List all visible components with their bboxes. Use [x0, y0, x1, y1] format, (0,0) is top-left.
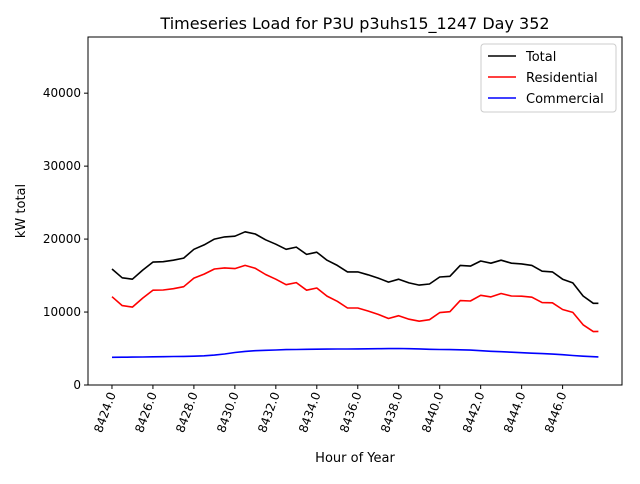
series-line-commercial	[111, 347, 599, 359]
y-axis: 0 10000 20000 30000 40000	[43, 86, 88, 392]
y-axis-label: kW total	[14, 184, 29, 238]
x-tick-label: 8434.0	[296, 390, 324, 434]
y-tick-label: 40000	[43, 86, 81, 100]
x-tick-label: 8424.0	[91, 390, 119, 434]
series-line-total	[111, 231, 599, 305]
x-tick-label: 8442.0	[460, 390, 488, 434]
y-tick-label: 0	[73, 378, 81, 392]
y-tick-label: 30000	[43, 159, 81, 173]
legend-box	[480, 43, 617, 113]
x-tick-label: 8432.0	[255, 390, 283, 434]
y-tick-label: 10000	[43, 305, 81, 319]
x-tick-label: 8438.0	[378, 390, 406, 434]
y-tick-label: 20000	[43, 232, 81, 246]
x-tick-label: 8440.0	[419, 390, 447, 434]
legend-label-commercial: Commercial	[526, 92, 604, 107]
x-axis: 8424.0 8426.0 8428.0 8430.0 8432.0 8434.0 8436…	[91, 385, 569, 434]
series-line-residential	[111, 264, 599, 333]
x-tick-label: 8436.0	[337, 390, 365, 434]
legend: Total Residential Commercial	[480, 43, 617, 113]
chart-title: Timeseries Load for P3U p3uhs15_1247 Day…	[159, 14, 549, 34]
legend-label-residential: Residential	[526, 71, 598, 86]
x-tick-label: 8444.0	[501, 390, 529, 434]
x-tick-label: 8426.0	[132, 390, 160, 434]
x-tick-label: 8428.0	[173, 390, 201, 434]
x-axis-label: Hour of Year	[315, 451, 395, 466]
series-lines	[111, 231, 599, 359]
x-tick-label: 8430.0	[214, 390, 242, 434]
x-tick-label: 8446.0	[542, 390, 570, 434]
legend-label-total: Total	[525, 50, 556, 65]
